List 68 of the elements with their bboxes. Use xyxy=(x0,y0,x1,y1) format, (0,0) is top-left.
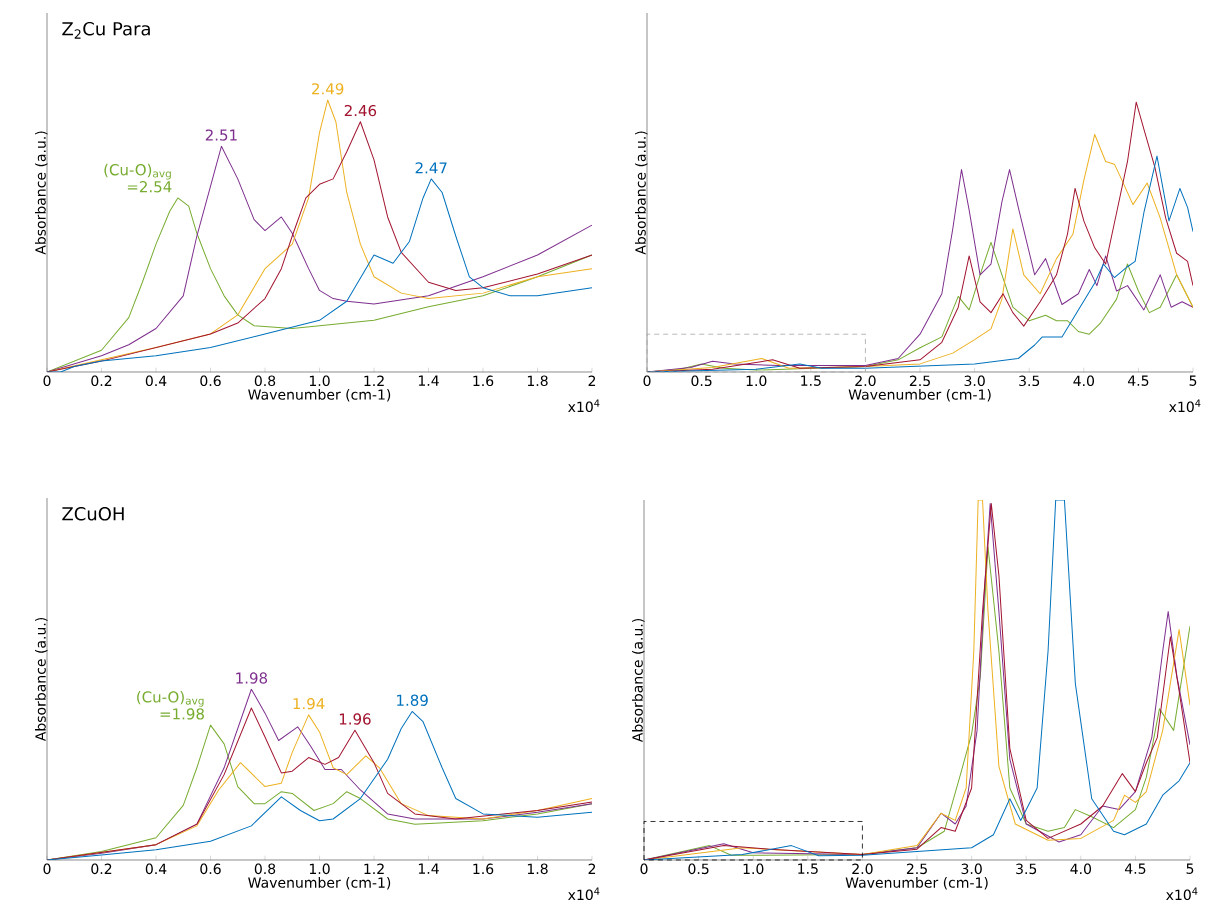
x-tick-label: 1.0 xyxy=(743,863,764,875)
annotation: 2.47 xyxy=(415,162,447,174)
x-tick-label: 4.5 xyxy=(1127,375,1149,386)
x-tick-label: 0.2 xyxy=(91,375,112,387)
text: x10$^{4}$ xyxy=(1166,887,1198,901)
text: x10$^{4}$ xyxy=(1169,399,1201,413)
x-tick-label: 0.8 xyxy=(254,375,276,387)
x-tick-label: 1.5 xyxy=(801,375,821,386)
x-tick-label: 0.6 xyxy=(200,863,221,875)
annotation: 1.89 xyxy=(397,694,428,706)
x-tick-label: 0.6 xyxy=(200,375,221,387)
annotation: 2.51 xyxy=(205,129,237,141)
x-tick-label: 1.0 xyxy=(746,375,767,387)
x-axis-title: Wavenumber (cm-1) xyxy=(248,388,391,402)
annotation: 1.96 xyxy=(339,713,371,725)
chart-title: ZCuOH xyxy=(62,506,124,521)
x-tick-label: 2.0 xyxy=(855,375,876,387)
y-axis-title: Absorbance (a.u.) xyxy=(34,617,48,742)
text: x10$^{4}$ xyxy=(568,399,600,413)
x-tick-label: 1.6 xyxy=(473,863,494,875)
annotation: 2.49 xyxy=(312,83,344,95)
y-axis-title: Absorbance (a.u.) xyxy=(632,618,645,743)
text: x10$^{4}$ xyxy=(568,887,600,901)
x-tick-label: 4.5 xyxy=(1124,863,1146,874)
x-tick-label: 2 xyxy=(588,375,596,386)
x-tick-label: 0.4 xyxy=(145,863,167,875)
x-tick-label: 0.5 xyxy=(688,863,709,875)
x-tick-label: 4.0 xyxy=(1073,375,1095,387)
x-tick-label: 1.0 xyxy=(309,375,330,387)
x-tick-label: 1.0 xyxy=(309,863,330,875)
x-tick-label: 3.0 xyxy=(961,863,982,875)
x-tick-label: 1.2 xyxy=(364,375,384,386)
annotation: 1.94 xyxy=(293,697,325,710)
x-tick-label: 3.5 xyxy=(1016,863,1037,875)
x-axis-title: Wavenumber (cm-1) xyxy=(848,388,991,402)
x-tick-label: 2 xyxy=(588,863,596,874)
annotation: (Cu-O)$_{avg}$ =1.98 xyxy=(137,690,204,720)
x-tick-label: 0.2 xyxy=(91,863,112,875)
annotation: 1.98 xyxy=(236,672,268,684)
x-tick-label: 5 xyxy=(1186,863,1194,874)
x-tick-label: 3.5 xyxy=(1019,375,1040,387)
x-tick-label: 0.5 xyxy=(691,375,712,387)
x-axis-title: Wavenumber (cm-1) xyxy=(248,876,391,890)
x-tick-label: 2.5 xyxy=(906,863,927,875)
y-axis-title: Absorbance (a.u.) xyxy=(34,131,48,255)
x-tick-label: 0 xyxy=(643,375,651,387)
x-tick-label: 1.8 xyxy=(527,863,548,875)
x-tick-label: 3.0 xyxy=(964,375,985,387)
x-tick-label: 1.5 xyxy=(798,863,818,874)
x-tick-label: 0.8 xyxy=(254,863,276,875)
x-tick-label: 5 xyxy=(1189,375,1197,386)
x-tick-label: 0 xyxy=(43,863,51,875)
x-tick-label: 1.4 xyxy=(418,863,439,874)
y-axis-title: Absorbance (a.u.) xyxy=(635,131,648,255)
annotation: 2.46 xyxy=(344,104,377,117)
x-axis-title: Wavenumber (cm-1) xyxy=(845,876,988,890)
x-tick-label: 1.4 xyxy=(418,375,439,386)
x-tick-label: 2.5 xyxy=(909,375,930,387)
x-tick-label: 1.2 xyxy=(364,863,384,874)
x-tick-label: 1.6 xyxy=(473,375,494,387)
x-tick-label: 1.8 xyxy=(527,375,548,387)
x-tick-label: 0 xyxy=(43,375,51,387)
chart-title: Z$_{2}$Cu Para xyxy=(62,21,150,39)
x-tick-label: 0.4 xyxy=(145,375,167,387)
annotation: (Cu-O)$_{avg}$ =2.54 xyxy=(104,163,172,193)
x-tick-label: 0 xyxy=(640,863,648,875)
x-tick-label: 4.0 xyxy=(1070,863,1092,875)
x-tick-label: 2.0 xyxy=(852,863,873,875)
